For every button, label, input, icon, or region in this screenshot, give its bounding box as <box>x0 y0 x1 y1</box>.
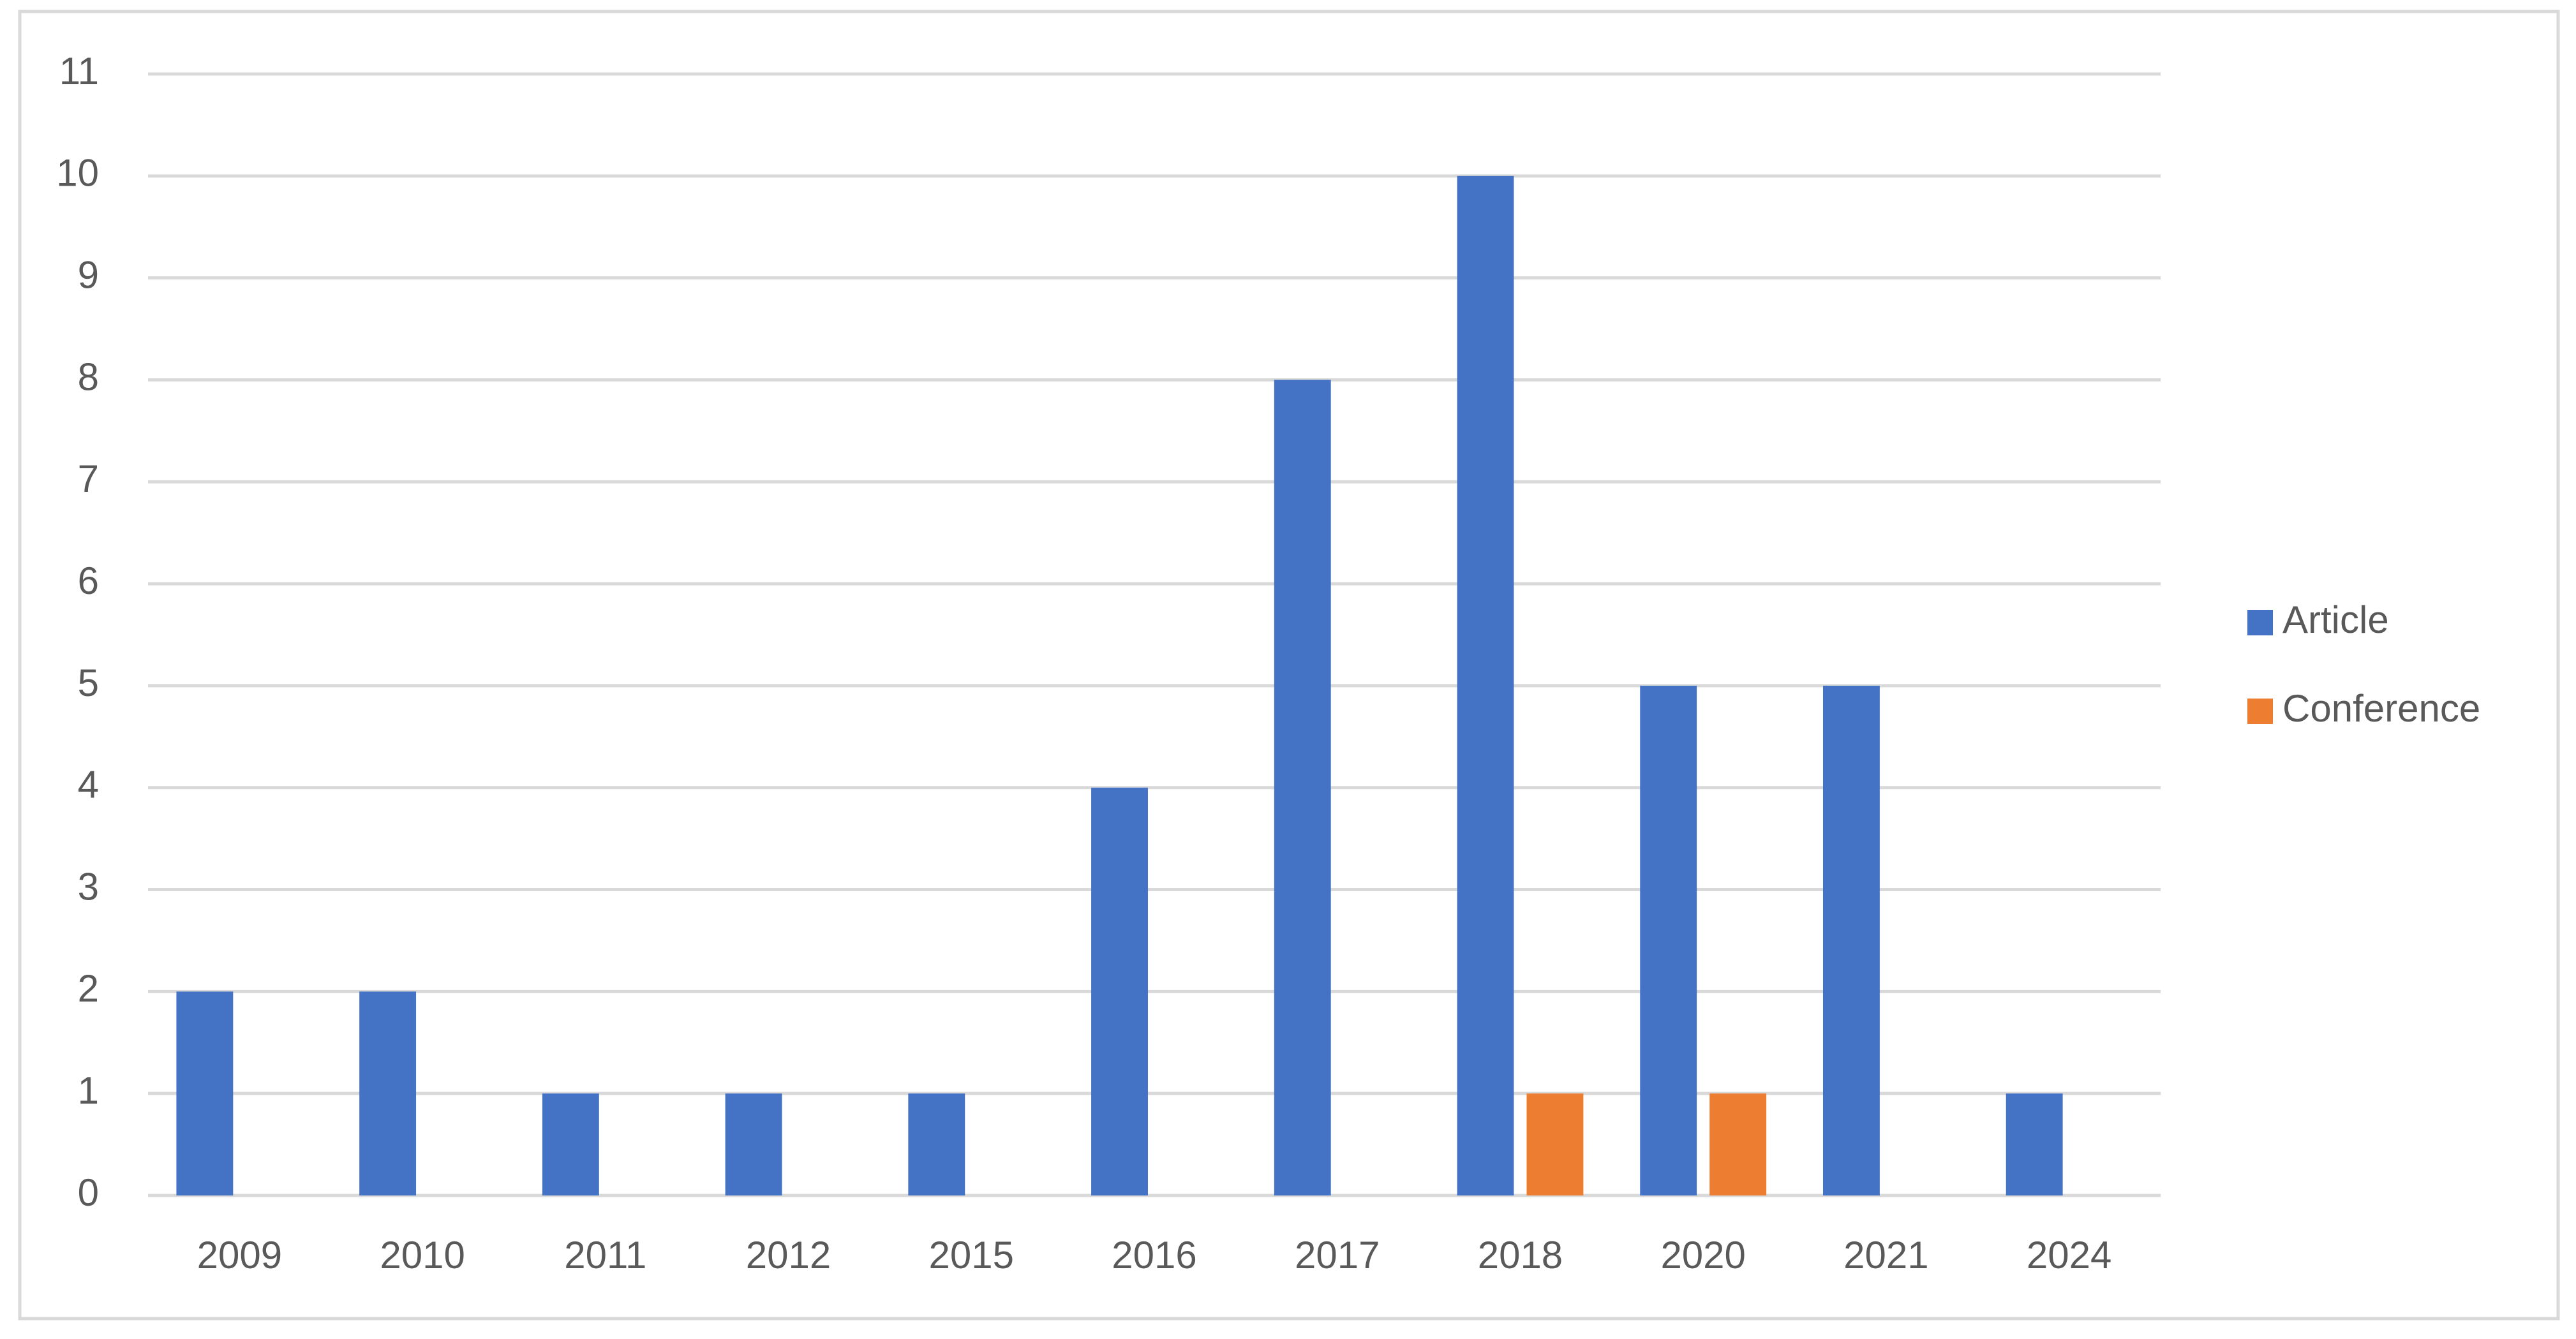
bar <box>908 1093 965 1195</box>
y-tick-label: 0 <box>78 1171 99 1214</box>
x-tick-label: 2020 <box>1660 1234 1745 1276</box>
y-tick-label: 4 <box>78 764 99 806</box>
legend-swatch <box>2247 610 2273 635</box>
legend-swatch <box>2247 699 2273 724</box>
bar <box>176 991 234 1195</box>
legend-label: Article <box>2282 598 2389 641</box>
bar <box>2006 1093 2063 1195</box>
x-tick-label: 2010 <box>380 1234 465 1276</box>
bar <box>1822 685 1880 1195</box>
legend-label: Conference <box>2282 687 2480 730</box>
bar <box>1640 685 1697 1195</box>
y-tick-label: 8 <box>78 355 99 398</box>
y-tick-label: 7 <box>78 457 99 500</box>
bar <box>1457 175 1514 1196</box>
x-tick-label: 2015 <box>929 1234 1014 1276</box>
bar <box>1526 1093 1584 1195</box>
bar <box>1709 1093 1767 1195</box>
bar <box>1091 787 1148 1195</box>
x-tick-label: 2016 <box>1112 1234 1196 1276</box>
x-tick-label: 2024 <box>2027 1234 2111 1276</box>
y-tick-label: 2 <box>78 967 99 1010</box>
bar <box>542 1093 599 1195</box>
y-tick-label: 3 <box>78 865 99 908</box>
bar <box>1274 380 1331 1195</box>
x-tick-label: 2012 <box>746 1234 831 1276</box>
y-tick-label: 5 <box>78 662 99 704</box>
x-tick-label: 2011 <box>564 1234 646 1276</box>
y-tick-label: 9 <box>78 253 99 296</box>
y-tick-label: 11 <box>59 50 99 92</box>
y-tick-label: 1 <box>78 1069 99 1112</box>
x-tick-label: 2017 <box>1295 1234 1380 1276</box>
y-tick-label: 6 <box>78 559 99 602</box>
bar <box>725 1093 782 1195</box>
y-tick-label: 10 <box>56 152 99 195</box>
bar <box>359 991 417 1195</box>
x-tick-label: 2018 <box>1478 1234 1563 1276</box>
x-tick-label: 2021 <box>1843 1234 1928 1276</box>
x-tick-label: 2009 <box>197 1234 282 1276</box>
